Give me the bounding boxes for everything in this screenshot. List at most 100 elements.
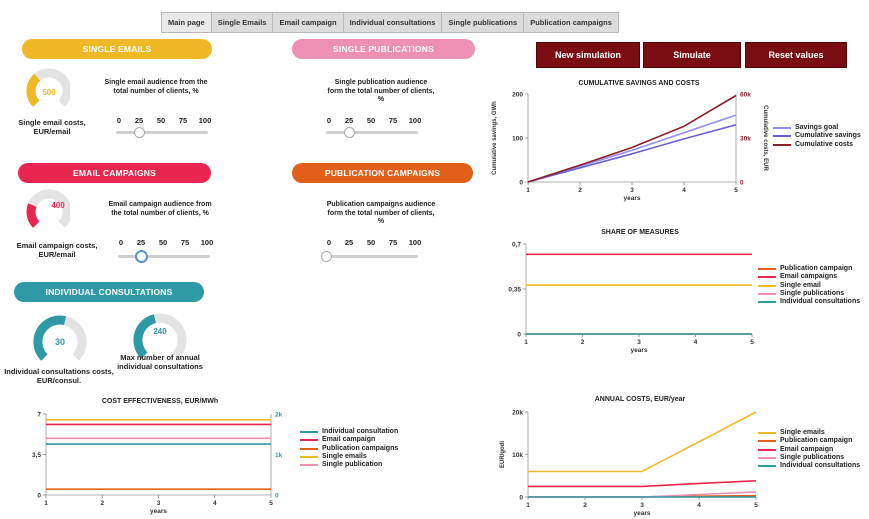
publication-campaign-slider-ticks: 0 25 50 75 100 (326, 238, 422, 247)
legend-swatch (758, 276, 776, 279)
y2-tick-label: 60k (740, 92, 751, 99)
series-line (528, 480, 757, 488)
legend-label: Single email (780, 281, 821, 289)
legend-label: Email campaigns (780, 273, 838, 281)
legend-swatch (758, 432, 776, 435)
max-consultations-gauge[interactable]: 240 (130, 312, 190, 360)
legend-item: Individual consultation (300, 428, 398, 436)
y-tick-label: 0 (37, 493, 41, 500)
legend-label: Single publications (780, 453, 845, 461)
annual-costs-chart-title: ANNUAL COSTS, EUR/year (594, 396, 686, 403)
x-tick-label: 1 (526, 187, 530, 194)
single-email-cost-gauge[interactable]: 500 (22, 64, 70, 112)
legend-swatch (773, 143, 791, 146)
x-axis-label: years (150, 508, 167, 515)
legend-item: Single emails (758, 429, 860, 437)
single-email-slider-ticks: 0 25 50 75 100 (116, 116, 212, 125)
legend-item: Cumulative savings (773, 132, 861, 140)
x-tick-label: 3 (630, 187, 634, 194)
publication-campaign-slider-track[interactable] (326, 255, 418, 258)
y-tick-label: 0 (517, 332, 521, 339)
series-line (527, 124, 737, 183)
legend-label: Individual consultations (780, 462, 861, 470)
tab-bar: Main page Single Emails Email campaign I… (161, 12, 619, 33)
legend-item: Cumulative costs (773, 141, 861, 149)
email-campaign-slider-caption: Email campaign audience from the total n… (108, 201, 212, 217)
share-chart-title: SHARE OF MEASURES (601, 229, 679, 236)
legend-item: Single publication (300, 461, 398, 469)
legend-swatch (758, 284, 776, 287)
tab-email-campaign[interactable]: Email campaign (272, 12, 344, 33)
annual-costs-chart: 1 2 3 4 5 0 10k 20k years EUR/godi (500, 410, 758, 518)
legend-label: Savings goal (795, 124, 839, 131)
legend-label: Single emails (780, 429, 825, 436)
y2-tick-label: 30k (740, 136, 751, 143)
x-tick-label: 1 (524, 339, 528, 346)
x-tick-label: 2 (100, 500, 104, 507)
y-tick-label: 0 (519, 495, 523, 502)
single-publication-slider-knob[interactable] (343, 127, 355, 138)
legend-item: Single publications (758, 454, 860, 462)
publication-campaigns-header: PUBLICATION CAMPAIGNS (292, 163, 473, 183)
x-tick-label: 3 (640, 502, 644, 509)
y2-tick-label: 0 (740, 180, 744, 187)
single-publication-slider-track[interactable] (326, 131, 418, 134)
single-email-slider-track[interactable] (116, 131, 208, 134)
new-simulation-button[interactable]: New simulation (536, 42, 640, 68)
individual-consultations-header: INDIVIDUAL CONSULTATIONS (14, 282, 204, 302)
y-tick-label: 0 (519, 180, 523, 187)
x-axis-label: years (624, 195, 641, 202)
tab-individual-consultations[interactable]: Individual consultations (342, 12, 443, 33)
x-tick-label: 1 (526, 502, 530, 509)
y2-tick-label: 0 (275, 493, 279, 500)
reset-values-button[interactable]: Reset values (745, 42, 847, 68)
email-campaign-slider-track[interactable] (118, 255, 210, 258)
x-tick-label: 4 (213, 500, 217, 507)
legend-label: Cumulative costs (795, 140, 853, 148)
email-campaign-cost-value: 400 (51, 201, 65, 210)
publication-campaign-slider-caption: Publication campaigns audience form the … (326, 201, 436, 225)
y-tick-label: 200 (512, 92, 523, 99)
legend-item: Savings goal (773, 124, 861, 132)
cost-effectiveness-chart-title: COST EFFECTIVENESS, EUR/MWh (101, 398, 219, 405)
legend-swatch (300, 456, 318, 459)
max-consultations-value: 240 (153, 327, 167, 336)
tab-publication-campaigns[interactable]: Publication campaigns (523, 12, 619, 33)
y-tick-label: 7 (37, 412, 41, 419)
tab-single-emails[interactable]: Single Emails (210, 12, 274, 33)
x-tick-label: 1 (44, 500, 48, 507)
email-campaign-cost-gauge[interactable]: 400 (22, 185, 70, 233)
legend-item: Publication campaign (758, 265, 860, 273)
email-campaign-slider-knob[interactable] (134, 250, 148, 263)
y-axis-label: Cumulative savings, GWh (492, 101, 498, 175)
single-email-slider-knob[interactable] (133, 127, 145, 138)
y-tick-label: 20k (512, 410, 523, 417)
tab-single-publications[interactable]: Single publications (441, 12, 525, 33)
single-email-cost-value: 500 (42, 88, 56, 97)
legend-swatch (758, 301, 776, 304)
y2-tick-label: 1k (275, 452, 283, 459)
legend-label: Email campaign (780, 445, 834, 453)
consultation-cost-gauge[interactable]: 30 (30, 314, 90, 362)
consultation-cost-value: 30 (55, 337, 65, 347)
legend-item: Publication campaign (758, 437, 860, 445)
cumulative-chart-legend: Savings goal Cumulative savings Cumulative… (773, 124, 861, 149)
publication-campaign-slider-knob[interactable] (320, 251, 332, 262)
legend-label: Cumulative savings (795, 132, 861, 140)
y-tick-label: 100 (512, 136, 523, 143)
y2-axis-label: Cumulative costs, EUR (762, 105, 768, 171)
simulate-button[interactable]: Simulate (643, 42, 741, 68)
legend-swatch (758, 465, 776, 468)
x-tick-label: 5 (754, 502, 758, 509)
x-tick-label: 2 (583, 502, 587, 509)
tab-main-page[interactable]: Main page (161, 12, 212, 33)
legend-label: Publication campaign (780, 437, 853, 445)
series-line (527, 94, 737, 183)
y-tick-label: 10k (512, 452, 523, 459)
legend-swatch (300, 447, 318, 450)
legend-label: Single publication (322, 461, 383, 469)
legend-label: Publication campaign (780, 265, 853, 272)
y-tick-label: 3,5 (32, 452, 41, 459)
share-chart-legend: Publication campaign Email campaigns Singl… (758, 265, 860, 306)
legend-item: Single email (758, 282, 860, 290)
